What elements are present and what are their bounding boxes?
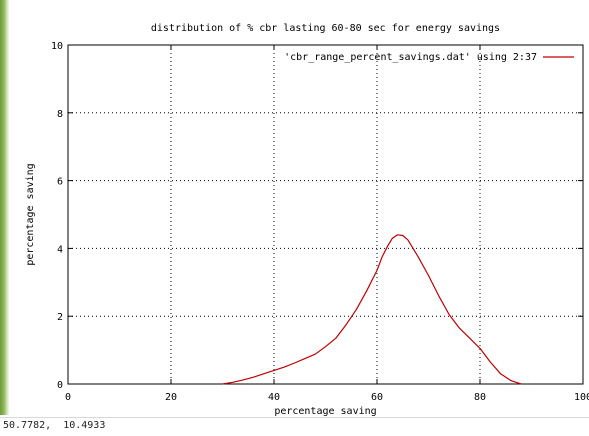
x-axis-label: percentage saving (274, 406, 376, 417)
x-tick-label: 40 (268, 392, 280, 403)
chart-title: distribution of % cbr lasting 60-80 sec … (151, 23, 500, 34)
status-bar: 50.7782, 10.4933 (0, 417, 589, 436)
legend-entry-label: 'cbr_range_percent_savings.dat' using 2:… (284, 52, 537, 63)
y-tick-label: 0 (57, 380, 63, 391)
y-axis-label: percentage saving (25, 163, 36, 265)
plot-area-frame[interactable] (67, 44, 584, 385)
series-layer (222, 234, 522, 385)
x-tick-label: 0 (65, 392, 71, 403)
chart[interactable]: 0 20 40 60 80 100 0 2 4 6 8 10 distribution of % cb… (0, 0, 589, 417)
axis-ticks: 0 20 40 60 80 100 0 2 4 6 8 10 (51, 41, 589, 403)
y-tick-label: 4 (57, 244, 63, 255)
y-tick-label: 6 (57, 177, 63, 188)
mouse-coordinate-readout: 50.7782, 10.4933 (3, 420, 106, 431)
series-line (222, 234, 522, 385)
x-tick-label: 20 (165, 392, 177, 403)
grid (68, 45, 583, 384)
y-tick-label: 8 (57, 109, 63, 120)
window-edge-strip (0, 0, 9, 415)
x-tick-label: 80 (474, 392, 486, 403)
legend: 'cbr_range_percent_savings.dat' using 2:… (284, 52, 574, 63)
x-tick-label: 100 (574, 392, 589, 403)
y-tick-label: 10 (51, 41, 63, 52)
y-tick-label: 2 (57, 312, 63, 323)
x-tick-label: 60 (371, 392, 383, 403)
